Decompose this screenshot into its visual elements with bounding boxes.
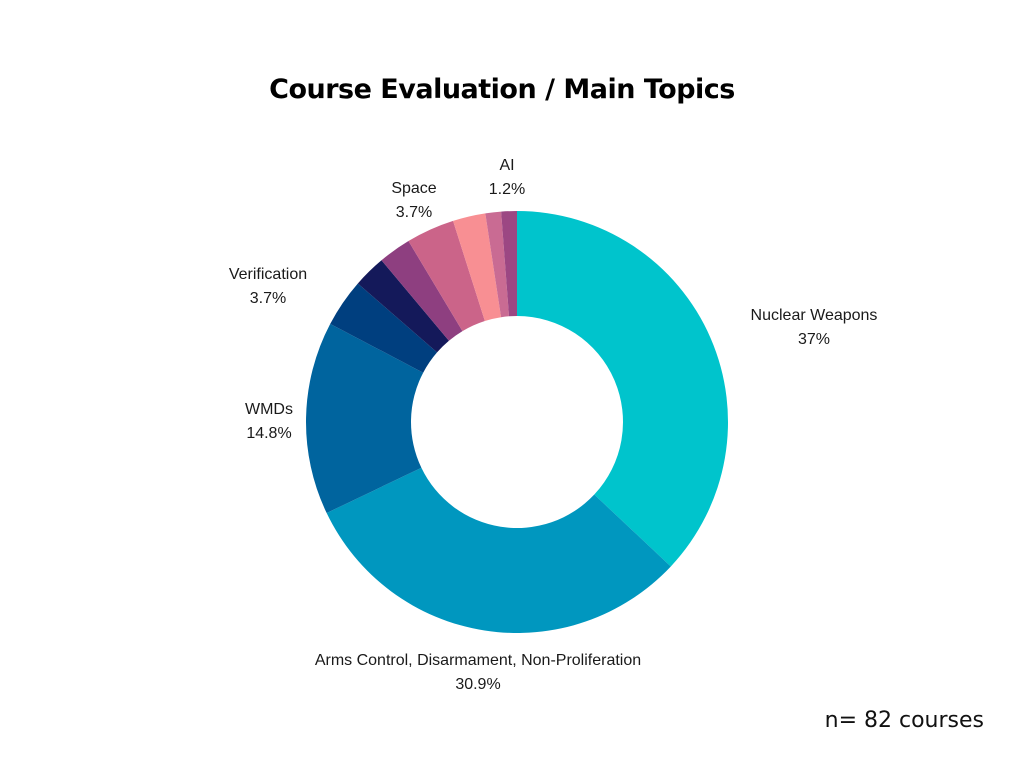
donut-slice-space xyxy=(408,220,485,332)
slice-label-name: Space xyxy=(391,180,436,197)
slice-label-value: 37% xyxy=(798,331,830,348)
slice-label-name: Verification xyxy=(229,266,307,283)
slice-label-value: 3.7% xyxy=(396,204,432,221)
donut-slice-nuclear-weapons xyxy=(517,211,728,567)
donut-slice-unlabeled-4 xyxy=(357,260,449,353)
donut-slice-wmds xyxy=(306,323,424,514)
sample-size-note: n= 82 courses xyxy=(824,708,984,733)
slice-label-value: 3.7% xyxy=(250,290,286,307)
donut-slice-verification xyxy=(330,283,438,373)
slice-label-name: AI xyxy=(499,157,514,174)
slice-label-name: Arms Control, Disarmament, Non-Prolifera… xyxy=(315,652,641,669)
slice-label-value: 30.9% xyxy=(455,676,500,693)
donut-slice-ai xyxy=(501,211,517,317)
donut-slice-unlabeled-5 xyxy=(381,241,463,341)
slice-label-value: 1.2% xyxy=(489,181,525,198)
donut-slice-unlabeled-7 xyxy=(453,213,502,321)
slice-label-value: 14.8% xyxy=(246,425,291,442)
slice-label-name: Nuclear Weapons xyxy=(751,307,878,324)
donut-slice-arms-control-disarmament-non-proliferation xyxy=(326,467,671,633)
slice-label-name: WMDs xyxy=(245,401,293,418)
donut-slice-unlabeled-8 xyxy=(485,211,510,318)
chart-title: Course Evaluation / Main Topics xyxy=(269,74,735,105)
